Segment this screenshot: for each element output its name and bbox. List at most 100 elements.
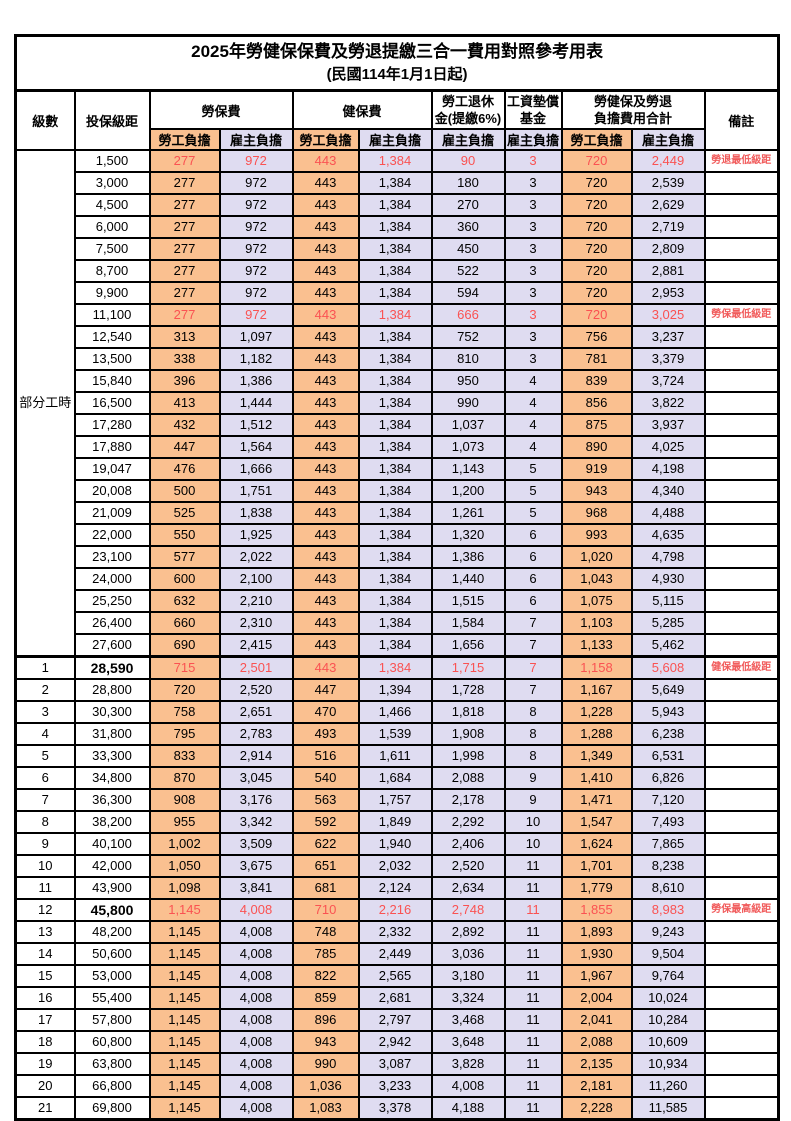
level-cell: 9 [14, 832, 76, 856]
total-employer-cell: 2,953 [630, 281, 706, 305]
level-cell: 14 [14, 942, 76, 966]
note-cell [703, 567, 780, 591]
total-employee-cell: 720 [560, 237, 633, 261]
subheader-pension-employer: 雇主負擔 [430, 128, 506, 151]
labor-employer-cell: 2,651 [218, 700, 294, 724]
salary-cell: 12,540 [73, 325, 151, 349]
labor-employer-cell: 2,310 [218, 611, 294, 635]
table-row: 21,009 525 1,838 443 1,384 1,261 5 968 4,488 [16, 501, 780, 525]
labor-employer-cell: 2,210 [218, 589, 294, 613]
labor-employer-cell: 4,008 [218, 1008, 294, 1032]
total-employer-cell: 10,609 [630, 1030, 706, 1054]
table-row: 20 66,800 1,145 4,008 1,036 3,233 4,008 11 2,181… [14, 1074, 780, 1098]
total-employer-cell: 7,493 [630, 810, 706, 834]
labor-employer-cell: 4,008 [218, 898, 294, 922]
pension-employer-cell: 1,440 [430, 567, 506, 591]
labor-employer-cell: 2,520 [218, 678, 294, 702]
total-employee-cell: 943 [560, 479, 633, 503]
total-employer-cell: 2,629 [630, 193, 706, 217]
total-employer-cell: 3,822 [630, 391, 706, 415]
labor-employer-cell: 972 [218, 149, 294, 173]
table-row: 14 50,600 1,145 4,008 785 2,449 3,036 11 1,930 9,… [14, 942, 780, 966]
table-row: 4 31,800 795 2,783 493 1,539 1,908 8 1,288 6,238 [14, 722, 780, 746]
note-cell [703, 964, 780, 988]
labor-employee-cell: 1,145 [148, 1008, 221, 1032]
fund-employer-cell: 3 [503, 149, 563, 173]
labor-employer-cell: 4,008 [218, 1052, 294, 1076]
total-employee-cell: 1,075 [560, 589, 633, 613]
level-cell: 7 [14, 788, 76, 812]
level-cell: 19 [14, 1052, 76, 1076]
fund-employer-cell: 11 [503, 964, 563, 988]
labor-employee-cell: 525 [148, 501, 221, 525]
table-row: 2 28,800 720 2,520 447 1,394 1,728 7 1,167 5,649 [14, 678, 780, 702]
fund-employer-cell: 4 [503, 369, 563, 393]
fund-employer-cell: 7 [503, 655, 563, 680]
fund-employer-cell: 11 [503, 876, 563, 900]
note-cell [703, 788, 780, 812]
labor-employee-cell: 1,145 [148, 986, 221, 1010]
fund-employer-cell: 3 [503, 215, 563, 239]
health-employer-cell: 1,384 [357, 149, 433, 173]
health-employer-cell: 1,849 [357, 810, 433, 834]
health-employee-cell: 622 [291, 832, 360, 856]
note-cell [703, 479, 780, 503]
labor-employer-cell: 3,675 [218, 854, 294, 878]
table-row: 20,008 500 1,751 443 1,384 1,200 5 943 4,340 [16, 479, 780, 503]
labor-employee-cell: 1,002 [148, 832, 221, 856]
pension-employer-cell: 752 [430, 325, 506, 349]
fund-employer-cell: 6 [503, 567, 563, 591]
health-employer-cell: 1,384 [357, 611, 433, 635]
health-employer-cell: 1,384 [357, 259, 433, 283]
labor-employee-cell: 277 [148, 149, 221, 173]
total-employee-cell: 875 [560, 413, 633, 437]
fund-employer-cell: 11 [503, 942, 563, 966]
level-cell: 12 [14, 898, 76, 922]
salary-cell: 45,800 [73, 898, 151, 922]
pension-employer-cell: 1,200 [430, 479, 506, 503]
health-employee-cell: 443 [291, 479, 360, 503]
total-employer-cell: 3,025 [630, 303, 706, 327]
pension-employer-cell: 1,261 [430, 501, 506, 525]
health-employee-cell: 592 [291, 810, 360, 834]
labor-employer-cell: 972 [218, 237, 294, 261]
fund-employer-cell: 3 [503, 237, 563, 261]
fund-employer-cell: 3 [503, 325, 563, 349]
labor-employee-cell: 955 [148, 810, 221, 834]
total-employee-cell: 1,471 [560, 788, 633, 812]
pension-employer-cell: 522 [430, 259, 506, 283]
note-cell [703, 700, 780, 724]
health-employer-cell: 2,681 [357, 986, 433, 1010]
fund-employer-cell: 6 [503, 523, 563, 547]
total-employer-cell: 5,649 [630, 678, 706, 702]
total-employee-cell: 1,133 [560, 633, 633, 658]
pension-employer-cell: 2,892 [430, 920, 506, 944]
labor-employee-cell: 277 [148, 237, 221, 261]
health-employer-cell: 2,565 [357, 964, 433, 988]
total-employee-cell: 1,624 [560, 832, 633, 856]
salary-cell: 34,800 [73, 766, 151, 790]
total-employer-cell: 3,237 [630, 325, 706, 349]
health-employer-cell: 1,384 [357, 303, 433, 327]
total-employer-cell: 2,881 [630, 259, 706, 283]
total-employer-cell: 9,764 [630, 964, 706, 988]
health-employer-cell: 1,384 [357, 523, 433, 547]
salary-cell: 66,800 [73, 1074, 151, 1098]
col-header-pension: 勞工退休 金(提繳6%) [430, 89, 506, 130]
insurance-table: 2025年勞健保保費及勞退提繳三合一費用對照參考用表 (民國114年1月1日起)… [13, 34, 781, 1121]
salary-cell: 33,300 [73, 744, 151, 768]
note-cell [703, 413, 780, 437]
health-employer-cell: 1,384 [357, 633, 433, 658]
fund-employer-cell: 8 [503, 744, 563, 768]
health-employer-cell: 1,684 [357, 766, 433, 790]
labor-employee-cell: 758 [148, 700, 221, 724]
health-employee-cell: 859 [291, 986, 360, 1010]
salary-cell: 19,047 [73, 457, 151, 481]
table-row: 17 57,800 1,145 4,008 896 2,797 3,468 11 2,041 10… [14, 1008, 780, 1032]
note-cell [703, 1052, 780, 1076]
salary-cell: 23,100 [73, 545, 151, 569]
health-employee-cell: 443 [291, 545, 360, 569]
fund-employer-cell: 8 [503, 700, 563, 724]
health-employee-cell: 563 [291, 788, 360, 812]
table-row: 12 45,800 1,145 4,008 710 2,216 2,748 11 1,855 8,… [14, 898, 780, 922]
